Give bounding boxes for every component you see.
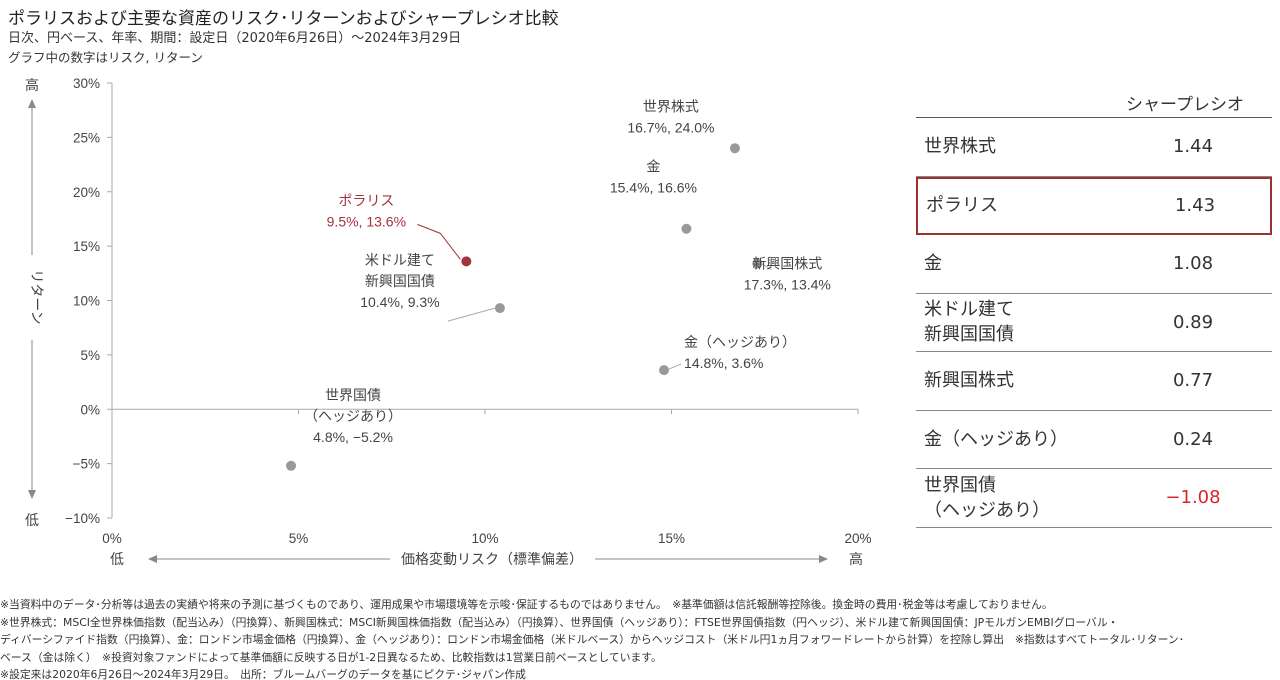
point-value-label: 15.4%, 16.6%: [610, 180, 697, 196]
point-name-label: 新興国株式: [752, 256, 822, 272]
y-arrow-up-icon: [28, 99, 36, 108]
sharpe-ratio-table: シャープレシオ 世界株式 1.44 ポラリス 1.43 金 1.08 米ドル建て 新興国国債 0…: [916, 90, 1272, 528]
x-tick-label: 20%: [844, 531, 871, 546]
y-arrow-down-icon: [28, 490, 36, 499]
y-tick-label: 0%: [80, 402, 100, 417]
scatter-point: [729, 143, 740, 154]
y-tick-label: 5%: [80, 348, 100, 363]
point-value-label: 9.5%, 13.6%: [327, 213, 406, 229]
point-value-label: 14.8%, 3.6%: [684, 355, 763, 371]
sharpe-row-value: 0.89: [1172, 311, 1214, 333]
point-name-label: （ヘッジあり）: [304, 408, 402, 424]
sharpe-ratio-header: シャープレシオ: [916, 90, 1272, 118]
page-title: ポラリスおよび主要な資産のリスク･リターンおよびシャープレシオ比較: [8, 9, 559, 29]
sharpe-row-value: 1.08: [1172, 253, 1214, 275]
sharpe-row-value: −1.08: [1165, 487, 1221, 509]
scatter-point: [681, 223, 692, 234]
page-subtitle: 日次、円ベース、年率、期間：設定日（2020年6月26日）～2024年3月29日: [8, 31, 462, 46]
y-tick-label: 20%: [73, 185, 100, 200]
y-high-label: 高: [25, 77, 39, 93]
point-name-label: 世界株式: [643, 98, 699, 114]
sharpe-row-value: 0.24: [1172, 428, 1214, 450]
point-name-label: 金（ヘッジあり）: [684, 334, 796, 350]
point-value-label: 17.3%, 13.4%: [744, 277, 831, 293]
y-low-label: 低: [25, 512, 39, 528]
sharpe-row: 新興国株式 0.77: [916, 352, 1272, 411]
footnote-line: ベース（金は除く） ※投資対象ファンドによって基準価額に反映する日が1-2日異な…: [0, 650, 662, 664]
sharpe-row-value: 0.77: [1172, 370, 1214, 392]
sharpe-row: 世界国債 （ヘッジあり） −1.08: [916, 469, 1272, 528]
sharpe-row-label: 金（ヘッジあり）: [924, 428, 1068, 450]
x-tick-label: 10%: [471, 531, 498, 546]
x-high-label: 高: [849, 551, 863, 567]
scatter-point: [286, 460, 297, 471]
y-tick-label: 25%: [73, 130, 100, 145]
y-tick-label: 30%: [73, 76, 100, 91]
sharpe-row-label: 米ドル建て 新興国国債: [924, 299, 1014, 346]
point-name-label: 米ドル建て: [365, 252, 435, 268]
y-tick-label: −10%: [65, 511, 100, 526]
x-arrow-left-icon: [148, 555, 157, 563]
sharpe-row-value: 1.44: [1172, 136, 1214, 158]
sharpe-row-label: 新興国株式: [924, 370, 1014, 392]
scatter-point: [752, 258, 763, 269]
x-low-label: 低: [110, 551, 124, 567]
sharpe-row: 金 1.08: [916, 235, 1272, 294]
scatter-point: [461, 256, 472, 267]
point-value-label: 10.4%, 9.3%: [360, 294, 439, 310]
sharpe-row: 世界株式 1.44: [916, 118, 1272, 177]
y-tick-label: 10%: [73, 294, 100, 309]
x-tick-label: 5%: [289, 531, 309, 546]
x-tick-label: 15%: [658, 531, 685, 546]
point-value-label: 16.7%, 24.0%: [627, 119, 714, 135]
point-name-label: ポラリス: [338, 192, 394, 208]
sharpe-row: ポラリス 1.43: [916, 176, 1272, 235]
point-name-label: 世界国債: [325, 387, 381, 403]
risk-return-scatter-chart: −10% −5% 0% 5% 10% 15% 20% 25% 30% 0% 5% 10% 15% 20% 高…: [25, 76, 872, 567]
chart-note: グラフ中の数字はリスク, リターン: [8, 50, 203, 65]
scatter-point: [494, 303, 505, 314]
x-arrow-right-icon: [819, 555, 828, 563]
y-axis-label: リターン: [29, 269, 45, 324]
x-tick-label: 0%: [102, 531, 122, 546]
y-tick-label: −5%: [73, 457, 100, 472]
point-name-label: 金: [646, 159, 660, 175]
point-leader-line: [417, 223, 461, 260]
point-name-label: 新興国国債: [365, 273, 435, 289]
sharpe-row-label: 世界株式: [924, 136, 996, 158]
sharpe-row: 金（ヘッジあり） 0.24: [916, 411, 1272, 469]
sharpe-row-label: 金: [924, 253, 942, 275]
footnote-line: ※世界株式：MSCI全世界株価指数（配当込み）（円換算）、新興国株式：MSCI新…: [0, 615, 1119, 629]
sharpe-row-label: 世界国債 （ヘッジあり）: [924, 474, 1050, 521]
x-axis-label: 価格変動リスク（標準偏差）: [401, 551, 583, 567]
sharpe-row-value: 1.43: [1174, 195, 1216, 217]
sharpe-row: 米ドル建て 新興国国債 0.89: [916, 294, 1272, 352]
point-value-label: 4.8%, −5.2%: [313, 429, 393, 445]
scatter-point: [659, 365, 670, 376]
point-leader-line: [761, 263, 772, 270]
sharpe-row-label: ポラリス: [926, 195, 998, 217]
footnote-line: ※設定来は2020年6月26日～2024年3月29日。 出所：ブルームバーグのデ…: [0, 668, 526, 680]
point-leader-line: [447, 307, 496, 322]
footnote-line: ※当資料中のデータ･分析等は過去の実績や将来の予測に基づくものであり、運用成果や…: [0, 598, 1053, 611]
point-leader-line: [668, 363, 682, 370]
footnotes: ※当資料中のデータ･分析等は過去の実績や将来の予測に基づくものであり、運用成果や…: [0, 596, 1280, 680]
y-tick-label: 15%: [73, 239, 100, 254]
footnote-line: ディバーシファイド指数（円換算）、金：ロンドン市場金価格（円換算）、金（ヘッジあ…: [0, 633, 1185, 646]
